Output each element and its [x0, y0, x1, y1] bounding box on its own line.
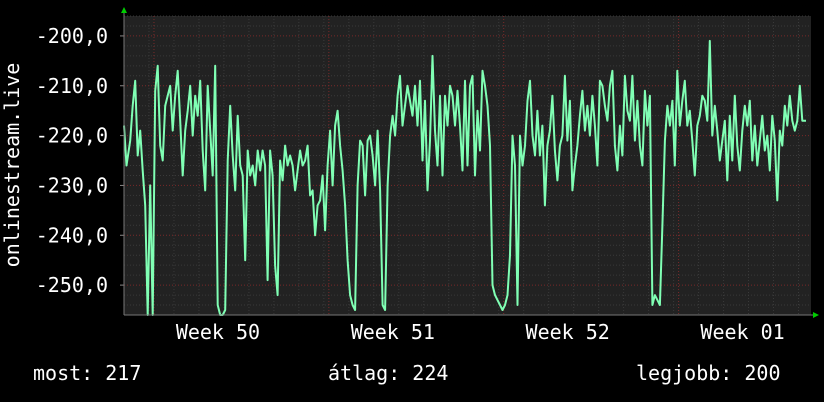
y-tick-label: -200,0	[36, 24, 108, 48]
y-tick-label: -240,0	[36, 223, 108, 247]
x-tick-label: Week 50	[176, 320, 260, 344]
y-tick-label: -230,0	[36, 173, 108, 197]
best-value-label: legjobb: 200	[636, 361, 781, 385]
x-tick-labels: Week 50 Week 51 Week 52 Week 01	[176, 320, 785, 344]
y-tick-label: -220,0	[36, 124, 108, 148]
y-axis-arrow-icon	[121, 7, 127, 13]
x-tick-label: Week 51	[351, 320, 435, 344]
series-line	[123, 39, 806, 316]
x-tick-label: Week 52	[526, 320, 610, 344]
axes	[120, 7, 819, 318]
minor-gridlines	[123, 15, 811, 316]
series-group	[123, 39, 806, 316]
x-tick-label: Week 01	[700, 320, 784, 344]
y-tick-label: -250,0	[36, 273, 108, 297]
y-tick-labels: -200,0 -210,0 -220,0 -230,0 -240,0 -250,0	[36, 24, 108, 297]
x-axis-arrow-icon	[813, 312, 819, 318]
current-value-label: most: 217	[33, 361, 142, 385]
y-tick-label: -210,0	[36, 74, 108, 98]
average-value-label: átlag: 224	[328, 361, 449, 385]
y-axis-label: onlinestream.live	[0, 63, 24, 268]
